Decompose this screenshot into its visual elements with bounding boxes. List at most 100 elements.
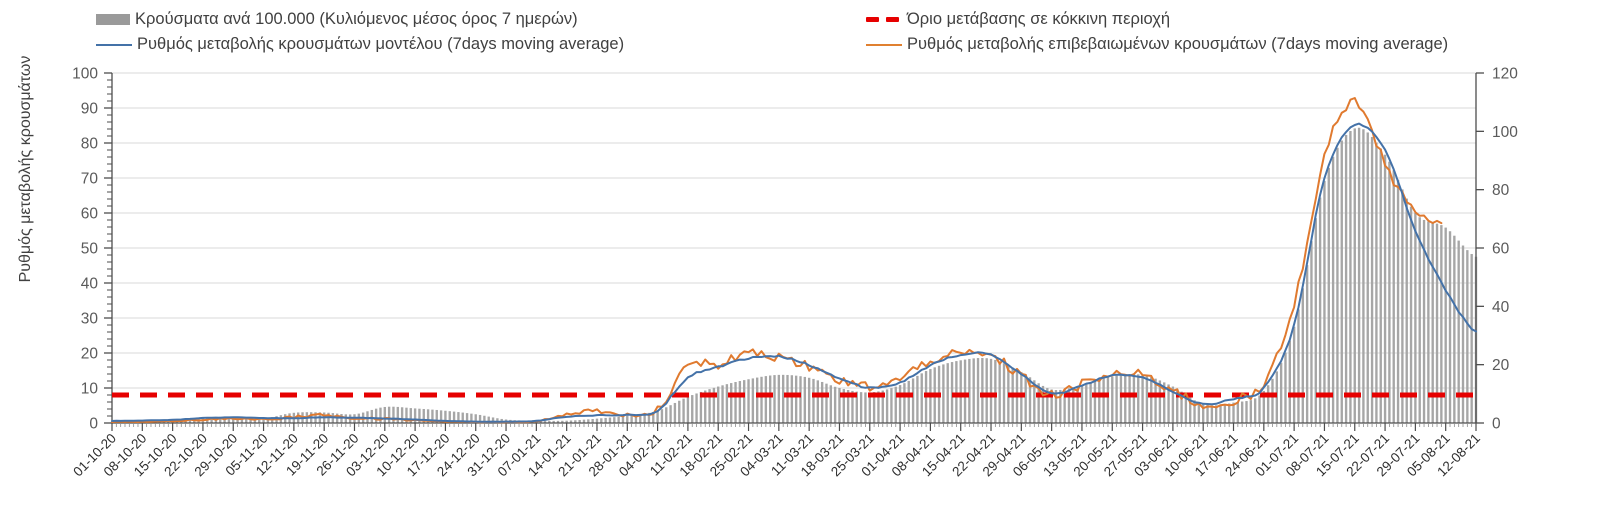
bar bbox=[1440, 225, 1443, 423]
bar bbox=[582, 419, 586, 423]
bar bbox=[569, 420, 573, 423]
bar bbox=[1037, 383, 1040, 423]
bar bbox=[868, 392, 871, 423]
y-axis-right-tick: 40 bbox=[1492, 299, 1510, 316]
bar bbox=[1154, 378, 1157, 423]
bar bbox=[998, 361, 1001, 423]
bar bbox=[1279, 362, 1283, 423]
bar bbox=[1085, 383, 1088, 423]
legend-label-confirmed-rate: Ρυθμός μεταβολής επιβεβαιωμένων κρουσμάτ… bbox=[907, 35, 1449, 53]
bar bbox=[773, 375, 776, 423]
bar bbox=[1197, 402, 1201, 423]
bar bbox=[452, 411, 456, 423]
bar bbox=[435, 409, 438, 423]
bar bbox=[695, 393, 698, 423]
bar bbox=[1028, 377, 1032, 423]
bar bbox=[1444, 227, 1447, 423]
bar bbox=[959, 360, 962, 423]
bar bbox=[764, 376, 768, 423]
bar bbox=[1236, 401, 1240, 423]
bar bbox=[976, 358, 980, 423]
bar bbox=[1271, 378, 1274, 423]
legend-item-cases-per-100k: Κρούσματα ανά 100.000 (Κυλιόμενος μέσος … bbox=[96, 10, 578, 29]
bar bbox=[816, 380, 820, 423]
bar bbox=[439, 410, 443, 423]
bar bbox=[1305, 265, 1309, 423]
bar bbox=[1080, 385, 1084, 423]
bar bbox=[1366, 132, 1369, 424]
bar bbox=[1189, 397, 1192, 423]
bar bbox=[1180, 391, 1183, 423]
y-axis-right-tick: 100 bbox=[1492, 124, 1518, 141]
bar bbox=[972, 358, 975, 423]
bar bbox=[465, 413, 469, 423]
bar bbox=[1457, 240, 1460, 423]
bar bbox=[396, 406, 399, 423]
bar bbox=[1054, 390, 1058, 423]
y-axis-right-tick: 0 bbox=[1492, 416, 1501, 433]
bar bbox=[829, 385, 832, 423]
bar bbox=[604, 417, 607, 423]
bar bbox=[219, 416, 222, 423]
bar bbox=[781, 374, 785, 423]
y-axis-left-tick: 50 bbox=[81, 241, 99, 258]
bar bbox=[647, 412, 651, 423]
bar bbox=[747, 379, 750, 423]
bar bbox=[1245, 401, 1248, 423]
y-axis-left-tick: 90 bbox=[81, 101, 99, 118]
legend-item-confirmed-rate: Ρυθμός μεταβολής επιβεβαιωμένων κρουσμάτ… bbox=[866, 35, 1448, 54]
bar bbox=[725, 384, 729, 423]
bar bbox=[1388, 161, 1391, 423]
bar bbox=[561, 420, 564, 423]
bar bbox=[881, 390, 884, 423]
bar bbox=[1171, 386, 1175, 423]
bar bbox=[1193, 400, 1196, 423]
bar bbox=[1176, 388, 1179, 423]
bar bbox=[1098, 379, 1101, 423]
bar bbox=[968, 358, 971, 423]
bar bbox=[621, 416, 625, 423]
bar bbox=[855, 391, 858, 423]
blue-line-swatch-icon bbox=[96, 43, 132, 46]
y-axis-left-tick: 20 bbox=[81, 346, 99, 363]
bar bbox=[1336, 147, 1339, 423]
bar bbox=[833, 386, 837, 423]
bar bbox=[626, 415, 629, 423]
bar bbox=[418, 408, 421, 423]
bar bbox=[1132, 374, 1136, 423]
bar-series-cases-per-100k bbox=[110, 127, 1478, 424]
bar bbox=[825, 383, 828, 423]
bar bbox=[699, 391, 703, 423]
bar bbox=[1163, 382, 1166, 423]
bar bbox=[431, 409, 434, 423]
bar bbox=[708, 389, 711, 423]
bar bbox=[496, 418, 499, 423]
bar bbox=[266, 417, 270, 423]
bar bbox=[413, 408, 417, 423]
bar bbox=[1089, 382, 1092, 423]
bar bbox=[1353, 128, 1356, 423]
bar bbox=[1046, 388, 1049, 423]
legend-item-threshold: Όριο μετάβασης σε κόκκινη περιοχή bbox=[866, 10, 1170, 29]
bar bbox=[803, 376, 807, 423]
bar bbox=[422, 408, 425, 423]
bar bbox=[1349, 130, 1352, 423]
bar bbox=[1414, 213, 1417, 423]
bar bbox=[846, 390, 850, 423]
bar bbox=[838, 388, 841, 423]
bar bbox=[751, 378, 755, 423]
bar bbox=[1150, 377, 1153, 423]
y-axis-left-tick: 10 bbox=[81, 381, 99, 398]
bar bbox=[1262, 390, 1266, 423]
bar bbox=[1124, 374, 1127, 423]
bar bbox=[890, 388, 893, 423]
bar bbox=[1331, 156, 1335, 423]
bar bbox=[730, 383, 733, 423]
bar bbox=[1106, 377, 1110, 423]
bar bbox=[942, 364, 945, 423]
bar bbox=[1253, 398, 1257, 423]
bar bbox=[491, 417, 495, 423]
bar bbox=[1093, 381, 1097, 423]
bar bbox=[916, 375, 919, 423]
